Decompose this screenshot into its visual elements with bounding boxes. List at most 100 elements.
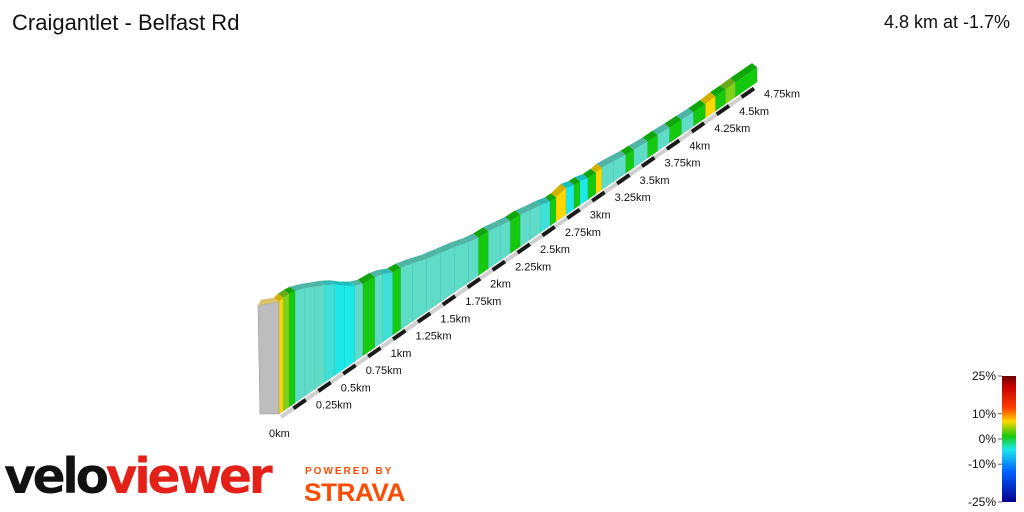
- legend-color-bar: [1002, 376, 1016, 502]
- axis-dash-19: [516, 242, 532, 255]
- profile-top-26: [534, 197, 550, 206]
- legend-label-2: 0%: [979, 432, 997, 446]
- axis-dash-37: [740, 86, 756, 99]
- tick-label-5: 1.25km: [415, 331, 451, 343]
- profile-top-45: [720, 78, 736, 90]
- tick-label-13: 3.25km: [615, 192, 651, 204]
- profile-top-20: [473, 227, 489, 238]
- axis-dash-8: [379, 337, 395, 350]
- profile-top-6: [319, 280, 335, 285]
- profile-top-16: [421, 249, 441, 259]
- profile-top-32: [582, 168, 596, 179]
- axis-dash-28: [628, 164, 644, 177]
- profile-top-31: [574, 174, 588, 182]
- profile-top-1: [277, 289, 289, 298]
- tick-label-3: 0.75km: [366, 365, 402, 377]
- axis-dash-5: [342, 363, 357, 376]
- tick-label-0: 0km: [269, 428, 290, 440]
- axis-dash-3: [317, 380, 332, 393]
- powered-by-text: POWERED BY: [305, 466, 394, 477]
- axis-dash-27: [615, 173, 631, 186]
- profile-top-24: [514, 206, 530, 215]
- axis-dash-13: [441, 294, 457, 307]
- axis-dash-11: [416, 311, 432, 324]
- profile-top-22: [495, 216, 511, 226]
- tick-label-4: 1km: [391, 348, 412, 360]
- profile-top-8: [339, 281, 355, 286]
- axis-dash-30: [653, 147, 669, 160]
- axis-dash-26: [603, 181, 619, 194]
- profile-walls: [257, 63, 758, 415]
- axis-dash-31: [665, 138, 681, 151]
- profile-top-28: [550, 183, 566, 198]
- axis-dash-25: [591, 190, 606, 203]
- profile-start-top: [258, 297, 279, 306]
- profile-top-42: [688, 99, 706, 113]
- axis-dash-10: [404, 320, 420, 333]
- axis-dash-2: [304, 389, 320, 402]
- profile-top-5: [309, 280, 325, 287]
- strava-logo: STRAVA: [304, 479, 405, 507]
- profile-top-23: [505, 210, 520, 221]
- axis-dash-20: [528, 233, 544, 246]
- axis-dash-18: [503, 251, 519, 264]
- profile-top-21: [483, 221, 501, 232]
- profile-top-40: [664, 115, 682, 128]
- profile-top-25: [524, 201, 540, 211]
- profile-top-43: [700, 92, 716, 104]
- tick-label-17: 4.25km: [714, 123, 750, 135]
- page-title: Craigantlet - Belfast Rd: [12, 10, 240, 35]
- axis-dash-0: [279, 406, 295, 419]
- profile-top-7: [329, 280, 345, 286]
- axis-dash-15: [466, 277, 482, 289]
- tick-label-10: 2.5km: [540, 244, 570, 256]
- legend-label-4: -25%: [968, 495, 996, 509]
- tick-label-15: 3.75km: [664, 158, 700, 170]
- tick-label-7: 1.75km: [465, 296, 501, 308]
- legend-label-1: 10%: [972, 407, 996, 421]
- profile-top-14: [395, 259, 413, 268]
- profile-top-10: [357, 272, 375, 284]
- profile-top-4: [299, 282, 315, 289]
- axis-dash-7: [366, 346, 382, 359]
- tick-label-16: 4km: [689, 140, 710, 152]
- legend-labels: 25% 10% 0% -10% -25%: [968, 369, 1002, 509]
- profile-top-46: [730, 63, 757, 83]
- profile-top-38: [642, 130, 658, 142]
- profile-top-30: [568, 177, 580, 186]
- axis-dash-17: [491, 259, 507, 272]
- profile-top-39: [652, 123, 670, 135]
- tick-label-11: 2.75km: [565, 227, 601, 239]
- profile-top-15: [407, 254, 427, 264]
- tick-label-19: 4.75km: [764, 88, 800, 100]
- climb-summary: 4.8 km at -1.7%: [883, 12, 1010, 32]
- profile-top-13: [387, 263, 401, 273]
- axis-dash-14: [454, 285, 469, 298]
- axis-dash-23: [566, 207, 581, 220]
- profile-top-17: [435, 243, 455, 254]
- profile-top-44: [710, 85, 726, 97]
- tick-label-14: 3.5km: [640, 175, 670, 187]
- axis-dash-16: [479, 268, 494, 281]
- axis-dash-35: [715, 104, 731, 117]
- profile-top-34: [596, 156, 614, 168]
- axis-dash-4: [329, 372, 345, 385]
- tick-label-6: 1.5km: [440, 313, 470, 325]
- legend-label-3: -10%: [968, 457, 996, 471]
- axis-dash-32: [678, 130, 693, 142]
- profile-top-36: [620, 145, 634, 155]
- profile-top-9: [349, 279, 363, 286]
- tick-label-12: 3km: [590, 210, 611, 222]
- axis-dash-1: [292, 398, 308, 410]
- axis-dash-36: [727, 95, 743, 108]
- logo-viewer-text: viewer: [105, 448, 273, 505]
- axis-dash-6: [354, 354, 370, 367]
- profile-top-12: [377, 268, 393, 275]
- tick-label-2: 0.5km: [341, 382, 371, 394]
- axis-dash-24: [578, 199, 594, 212]
- profile-top-35: [608, 150, 626, 161]
- profile-top-33: [590, 163, 602, 173]
